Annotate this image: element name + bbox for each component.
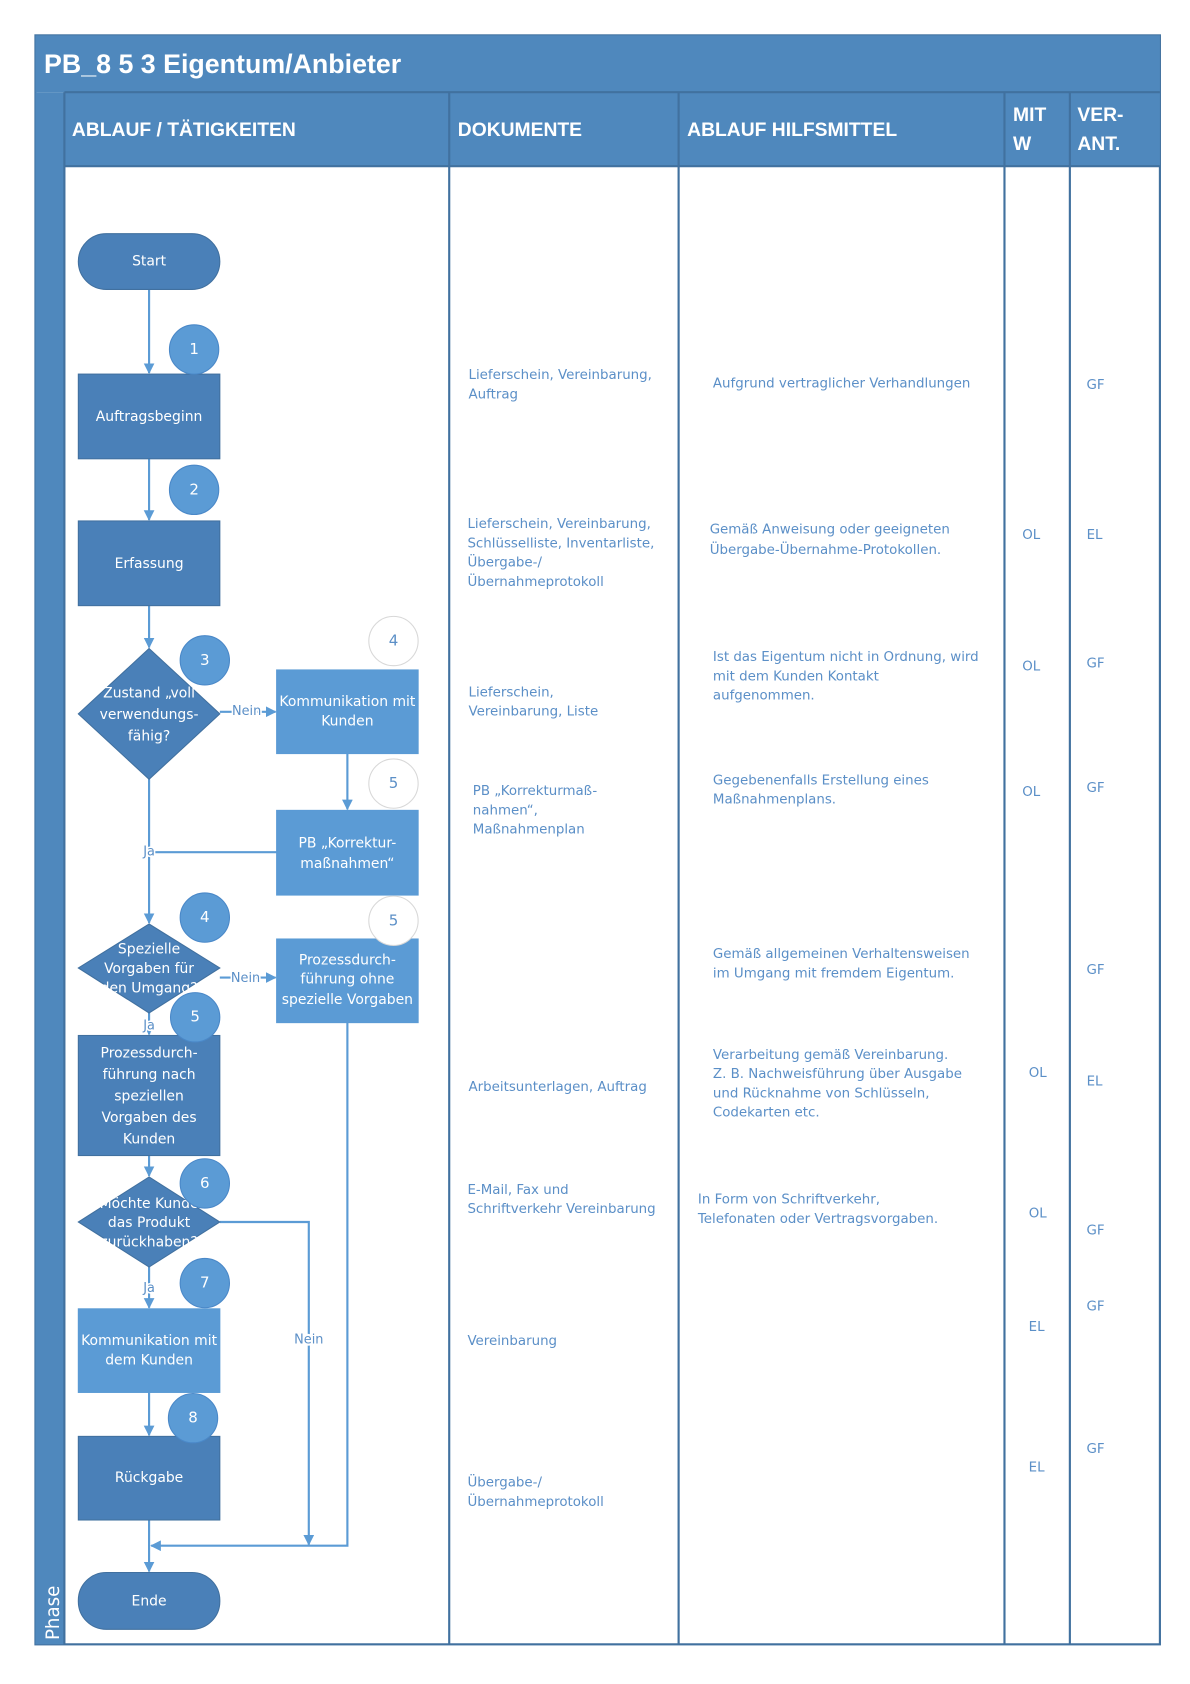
step-number-2: 2 xyxy=(168,464,220,516)
label-no-1: Nein xyxy=(232,704,261,719)
step-number-6: 6 xyxy=(179,1158,231,1209)
phase-column xyxy=(35,92,65,1645)
row-1-verant: GF xyxy=(1087,378,1105,393)
row-9-verant: GF xyxy=(1087,1442,1105,1457)
row-1-help: Aufgrund vertraglicher Verhandlungen xyxy=(713,377,970,392)
svg-text:7: 7 xyxy=(200,1274,210,1292)
column-header-verant: VER-ANT. xyxy=(1077,105,1123,155)
label-yes-1: Ja xyxy=(142,845,155,860)
column-header-mitw: MIT W xyxy=(1013,105,1046,155)
svg-text:Erfassung: Erfassung xyxy=(115,556,184,572)
connectors xyxy=(143,289,353,1573)
step-prozess-ohne-vorgaben[interactable]: Prozessdurch-führung ohne spezielle Vorga… xyxy=(276,938,419,1024)
svg-text:4: 4 xyxy=(200,908,210,926)
step-number-5-outline-b: 5 xyxy=(368,895,419,946)
step-number-7: 7 xyxy=(179,1257,231,1309)
svg-text:Rückgabe: Rückgabe xyxy=(115,1470,183,1486)
row-4-verant: GF xyxy=(1087,781,1105,796)
svg-text:8: 8 xyxy=(188,1409,198,1427)
column-header-dokumente: DOKUMENTE xyxy=(458,120,582,141)
step-number-5-outline-a: 5 xyxy=(368,758,419,809)
row-3-verant: GF xyxy=(1087,657,1105,672)
svg-text:4: 4 xyxy=(389,632,399,650)
step-kommunikation-dem-kunden[interactable]: Kommunikation mit dem Kunden xyxy=(77,1308,221,1393)
row-4-mitw: OL xyxy=(1022,785,1041,800)
row-7-documents: E-Mail, Fax und Schriftverkehr Vereinbaru… xyxy=(467,1183,655,1217)
column-header-ablauf: ABLAUF / TÄTIGKEITEN xyxy=(72,118,296,141)
row-6-mitw: OL xyxy=(1029,1066,1048,1081)
step-number-3: 3 xyxy=(179,635,231,686)
svg-text:Ende: Ende xyxy=(132,1593,167,1609)
step-number-5: 5 xyxy=(169,992,221,1043)
step-prozess-nach-vorgaben[interactable]: Prozessdurch-führung nach speziellen Vorga… xyxy=(77,1034,221,1157)
row-1-documents: Lieferschein, Vereinbarung, Auftrag xyxy=(469,368,652,402)
start-terminal[interactable]: Start xyxy=(77,233,221,290)
header-row xyxy=(64,92,1160,167)
step-number-1: 1 xyxy=(168,324,220,375)
row-6-help: Verarbeitung gemäß Vereinbarung. Z. B. Na… xyxy=(713,1048,962,1121)
svg-text:Auftragsbeginn: Auftragsbeginn xyxy=(96,409,203,425)
svg-text:2: 2 xyxy=(189,480,199,498)
row-2-verant: EL xyxy=(1087,528,1103,543)
label-yes-2: Ja xyxy=(142,1018,155,1033)
row-4-help: Gegebenenfalls Erstellung eines Maßnahmen… xyxy=(713,773,929,807)
row-2-mitw: OL xyxy=(1022,528,1041,543)
row-5-help: Gemäß allgemeinen Verhaltensweisen im Umg… xyxy=(713,947,970,981)
end-terminal[interactable]: Ende xyxy=(77,1571,221,1630)
row-9-mitw: EL xyxy=(1029,1460,1045,1475)
svg-text:5: 5 xyxy=(389,911,399,929)
svg-text:3: 3 xyxy=(200,651,210,669)
step-kommunikation-kunden[interactable]: Kommunikation mit Kunden xyxy=(276,669,419,755)
step-auftragsbeginn[interactable]: Auftragsbeginn xyxy=(77,373,221,460)
svg-text:PB „Korrektur-maßnahmen“: PB „Korrektur-maßnahmen“ xyxy=(299,836,397,872)
row-8-verant: GF xyxy=(1087,1300,1105,1315)
row-4-documents: PB „Korrekturmaß-nahmen“, Maßnahmenplan xyxy=(473,784,598,838)
svg-text:Start: Start xyxy=(132,254,167,270)
svg-text:6: 6 xyxy=(200,1174,210,1192)
svg-text:5: 5 xyxy=(190,1008,200,1026)
row-5-verant: GF xyxy=(1087,963,1105,978)
step-rueckgabe[interactable]: Rückgabe xyxy=(77,1435,221,1521)
step-erfassung[interactable]: Erfassung xyxy=(77,520,221,607)
row-8-mitw: EL xyxy=(1029,1320,1045,1335)
step-pb-korrekturmassnahmen[interactable]: PB „Korrektur-maßnahmen“ xyxy=(276,809,419,896)
title-bar xyxy=(35,35,1160,93)
row-3-documents: Lieferschein, Vereinbarung, Liste xyxy=(469,685,599,719)
svg-text:5: 5 xyxy=(389,774,399,792)
row-7-help: In Form von Schriftverkehr, Telefonaten o… xyxy=(697,1192,938,1226)
decision-spezielle-vorgaben[interactable]: Spezielle Vorgaben für den Umgang? xyxy=(77,923,221,1014)
label-yes-3: Ja xyxy=(142,1281,155,1296)
row-3-mitw: OL xyxy=(1022,660,1041,675)
svg-text:1: 1 xyxy=(189,340,199,358)
row-2-documents: Lieferschein, Vereinbarung, Schlüssellist… xyxy=(467,517,654,590)
label-no-2: Nein xyxy=(231,971,260,986)
column-header-hilfsmittel: ABLAUF HILFSMITTEL xyxy=(687,120,897,141)
row-3-help: Ist das Eigentum nicht in Ordnung, wird m… xyxy=(713,650,979,704)
step-number-8: 8 xyxy=(167,1392,219,1444)
decision-zustand[interactable]: Zustand „voll verwendungs-fähig? xyxy=(77,647,221,781)
page-title: PB_8 5 3 Eigentum/Anbieter xyxy=(44,49,402,79)
step-number-4-outline: 4 xyxy=(368,615,419,667)
row-8-documents: Vereinbarung xyxy=(467,1334,557,1349)
row-7-mitw: OL xyxy=(1029,1206,1048,1221)
row-6-documents: Arbeitsunterlagen, Auftrag xyxy=(469,1080,647,1095)
label-no-3: Nein xyxy=(294,1332,323,1347)
step-number-4: 4 xyxy=(179,892,231,943)
decision-produkt-zurueck[interactable]: Möchte Kunde das Produkt zurückhaben? xyxy=(77,1176,221,1268)
row-9-documents: Übergabe-/Übernahmeprotokoll xyxy=(467,1472,603,1509)
row-2-help: Gemäß Anweisung oder geeigneten Übergabe-… xyxy=(710,523,950,558)
row-6-verant: EL xyxy=(1087,1075,1103,1090)
row-7-verant: GF xyxy=(1087,1224,1105,1239)
table-frame xyxy=(34,34,1161,1646)
phase-label: Phase xyxy=(43,1586,64,1640)
